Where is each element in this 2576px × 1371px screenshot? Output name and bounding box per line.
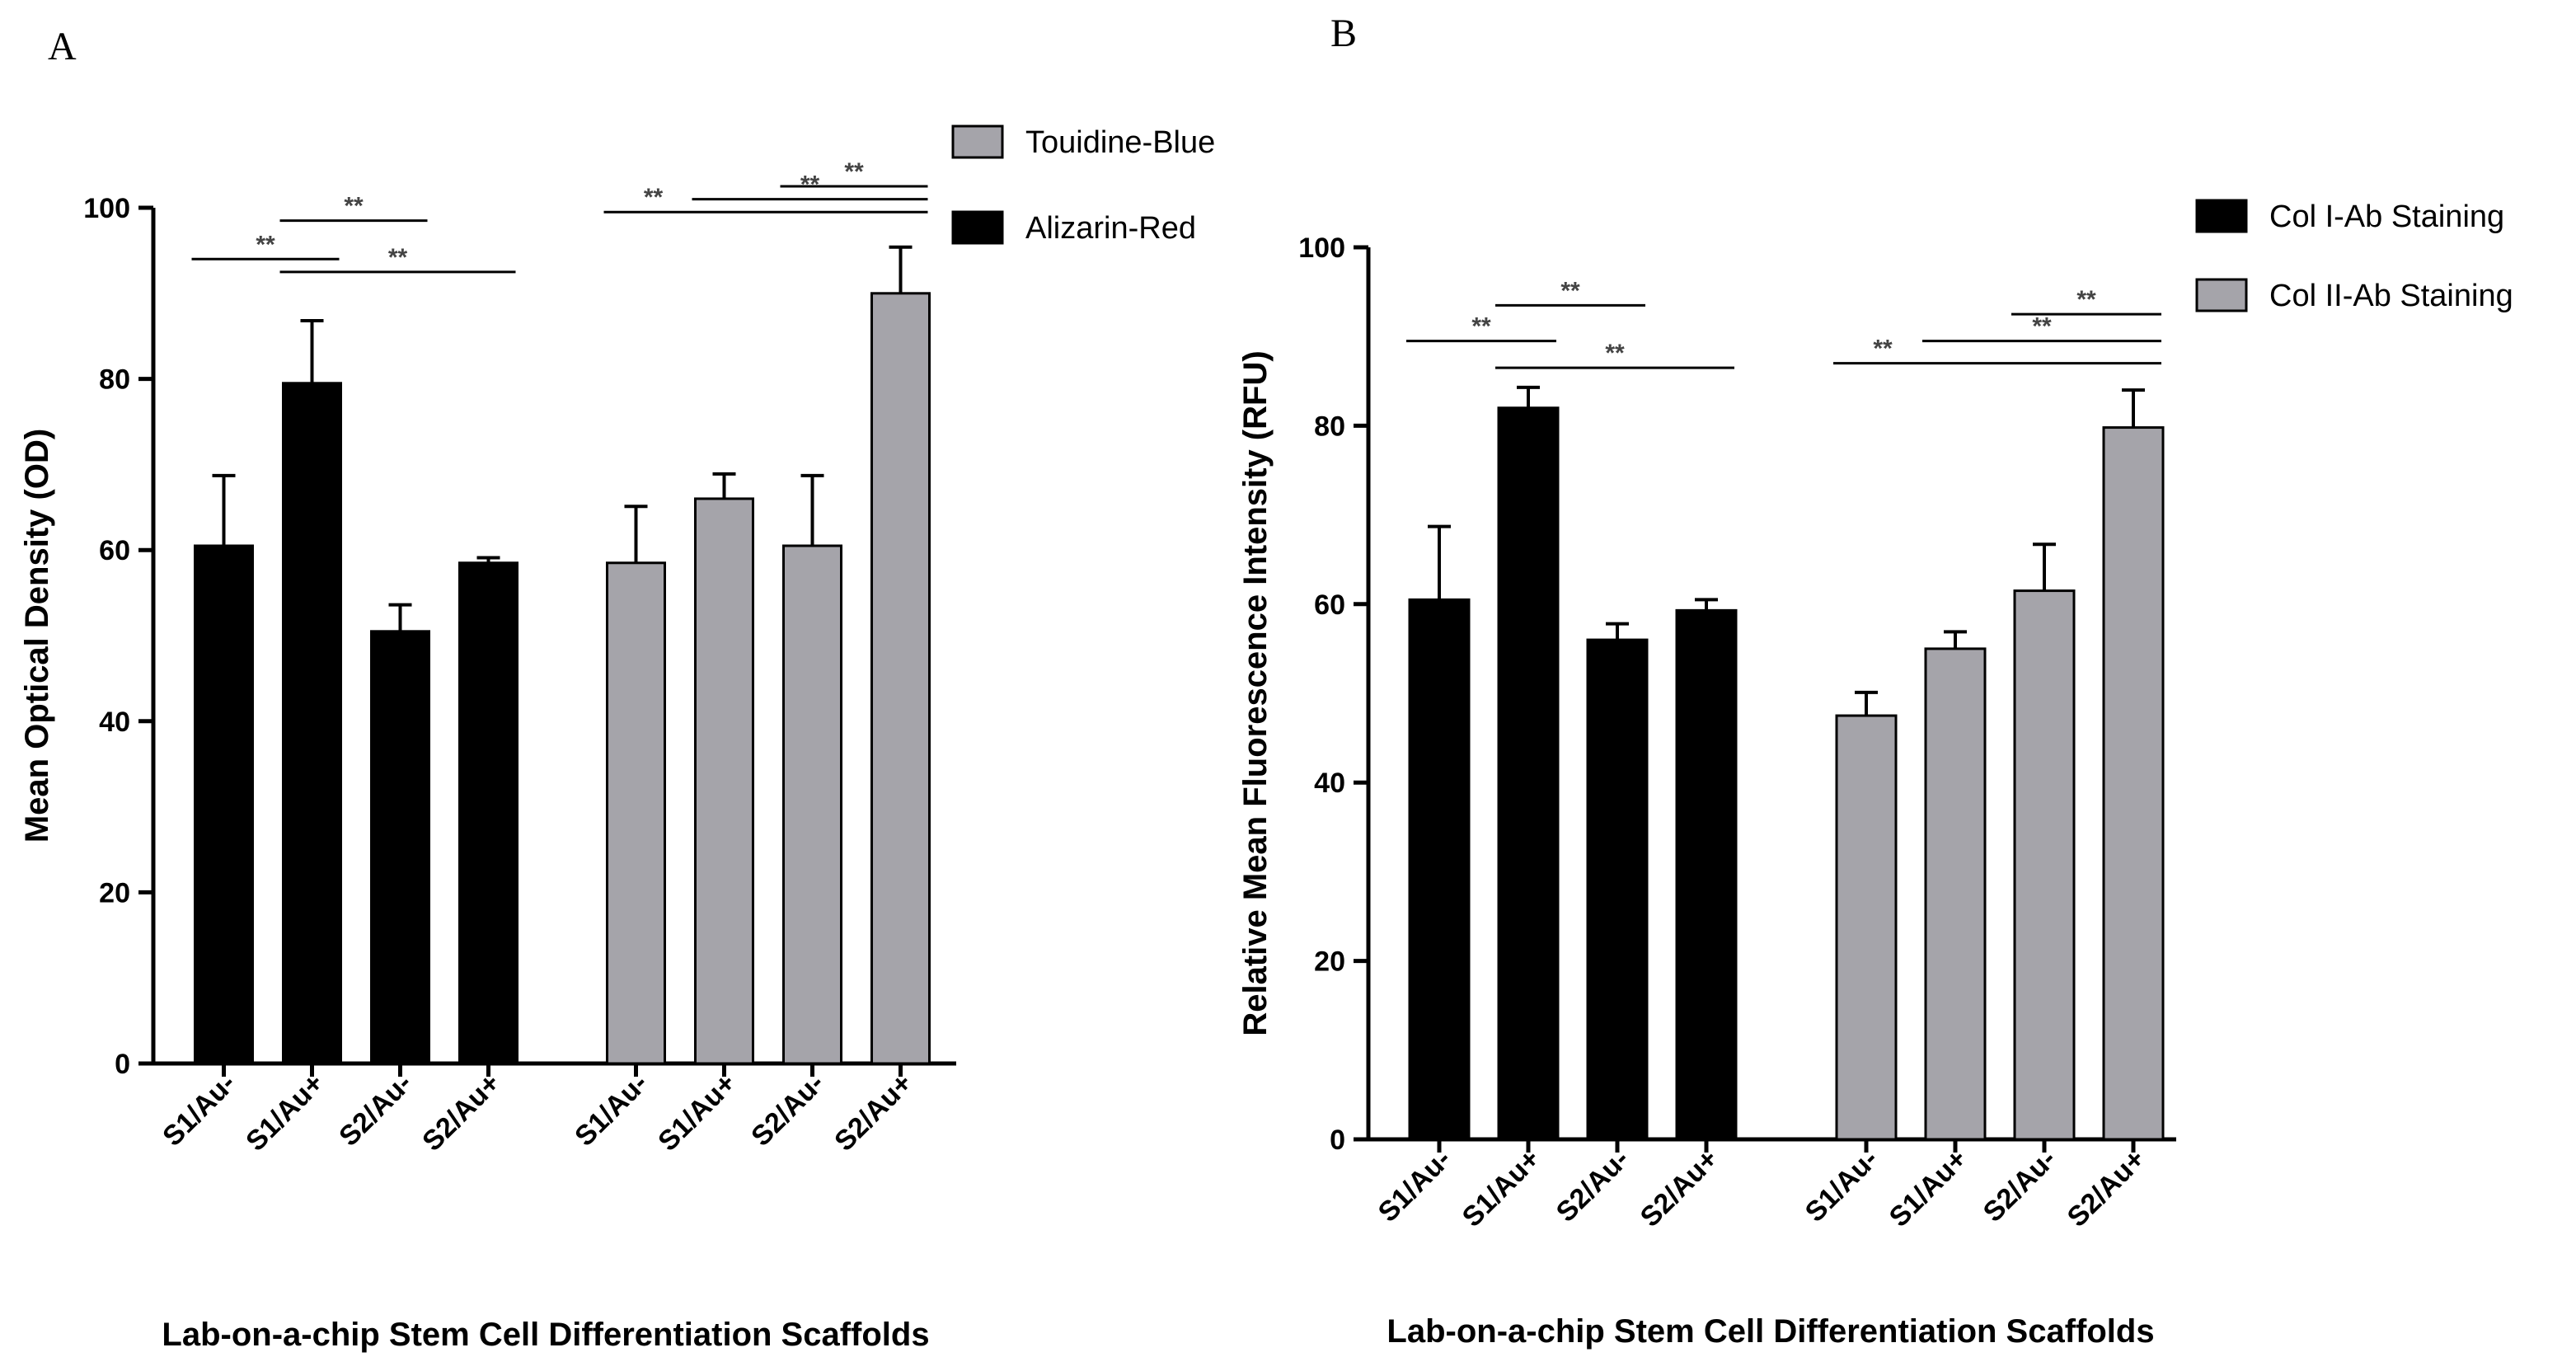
bar	[870, 292, 931, 1065]
panel-letter-a: A	[48, 25, 77, 68]
panel-letter-b: B	[1330, 12, 1357, 55]
x-tick-label: S1/Au-	[1372, 1143, 1457, 1228]
bar	[1675, 608, 1738, 1141]
x-tick-label: S2/Au-	[745, 1068, 830, 1153]
bar	[2013, 589, 2076, 1141]
chart-a: 0 20 40 60 80 100 Mean Optical Density (OD) Lab…	[19, 124, 1215, 1353]
legend-swatch	[951, 124, 1004, 159]
y-tick-label: 60	[1314, 589, 1345, 621]
y-tick-label: 40	[1314, 768, 1345, 799]
bar	[694, 497, 754, 1065]
significance-label: **	[1605, 340, 1625, 367]
bar	[2102, 426, 2165, 1141]
bar	[194, 544, 254, 1065]
legend-swatch	[2195, 199, 2248, 233]
significance-label: **	[1873, 336, 1893, 363]
x-tick-label: S1/Au+	[652, 1068, 742, 1157]
y-tick-label: 80	[1314, 411, 1345, 442]
legend-label: Alizarin-Red	[1025, 211, 1196, 246]
significance-label: **	[644, 184, 664, 211]
x-tick-label: S1/Au-	[157, 1068, 242, 1153]
x-tick-label: S2/Au-	[1551, 1143, 1635, 1228]
bar	[1835, 714, 1898, 1141]
x-tick-label: S1/Au+	[240, 1068, 330, 1157]
x-axis-title: Lab-on-a-chip Stem Cell Differentiation …	[162, 1317, 929, 1353]
legend-label: Touidine-Blue	[1025, 125, 1215, 160]
bar	[370, 630, 430, 1065]
x-tick-label: S1/Au+	[1457, 1143, 1546, 1233]
y-tick-label: 40	[99, 707, 130, 738]
bar	[1497, 406, 1560, 1141]
bar	[1586, 638, 1649, 1141]
legend-label: Col II-Ab Staining	[2269, 279, 2513, 313]
significance-label: **	[800, 171, 820, 199]
significance-label: **	[844, 158, 864, 185]
y-tick-label: 0	[1330, 1125, 1345, 1156]
x-tick-label: S2/Au-	[333, 1068, 418, 1153]
significance-label: **	[1471, 313, 1491, 340]
x-tick-label: S1/Au-	[569, 1068, 654, 1153]
y-tick-label: 20	[99, 877, 130, 909]
x-tick-label: S1/Au+	[1884, 1143, 1973, 1233]
y-tick-label: 0	[115, 1049, 130, 1080]
y-tick-label: 100	[83, 193, 130, 224]
legend-swatch	[951, 210, 1004, 245]
legend-swatch	[2195, 278, 2248, 312]
x-tick-label: S2/Au+	[2062, 1143, 2151, 1233]
y-axis-title: Relative Mean Fluorescence Intensity (RF…	[1237, 350, 1274, 1035]
y-tick-label: 100	[1298, 232, 1345, 264]
x-tick-label: S2/Au+	[416, 1068, 506, 1157]
bar	[1924, 647, 1987, 1141]
significance-label: **	[2076, 286, 2096, 313]
bar	[458, 561, 518, 1065]
significance-label: **	[344, 193, 364, 220]
legend-label: Col I-Ab Staining	[2269, 200, 2504, 234]
x-axis-title: Lab-on-a-chip Stem Cell Differentiation …	[1387, 1313, 2154, 1350]
bar	[1408, 598, 1471, 1141]
significance-label: **	[256, 231, 275, 258]
y-axis-title: Mean Optical Density (OD)	[19, 429, 55, 843]
significance-label: **	[2032, 313, 2052, 340]
x-tick-label: S1/Au-	[1799, 1143, 1884, 1228]
y-tick-label: 80	[99, 364, 130, 396]
y-tick-label: 60	[99, 535, 130, 566]
significance-label: **	[1560, 277, 1580, 304]
chart-b: 0 20 40 60 80 100 Relative Mean Fluorescence I…	[1237, 199, 2513, 1350]
y-tick-label: 20	[1314, 946, 1345, 978]
x-tick-label: S2/Au-	[1978, 1143, 2062, 1228]
x-tick-label: S2/Au+	[1635, 1143, 1724, 1233]
x-tick-label: S2/Au+	[828, 1068, 918, 1157]
significance-label: **	[388, 244, 408, 271]
bar	[606, 561, 666, 1065]
bar	[282, 382, 342, 1065]
bar	[782, 544, 842, 1065]
